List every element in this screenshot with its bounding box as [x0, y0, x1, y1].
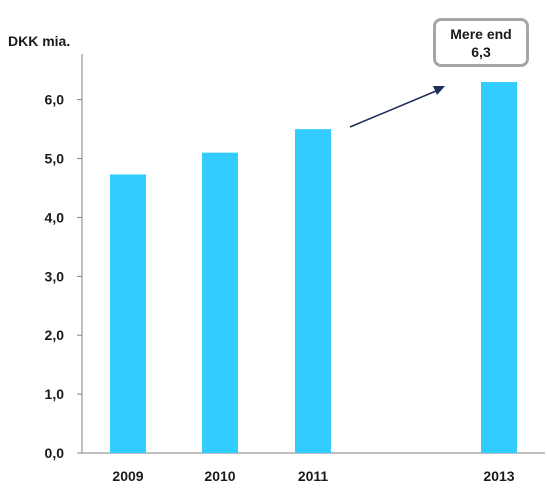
bar-2010 — [202, 152, 238, 453]
x-axis-ticks: 2009 2010 2011 2013 — [112, 468, 514, 484]
callout-box: Mere end 6,3 — [433, 18, 529, 67]
y-tick-label: 1,0 — [45, 386, 65, 402]
y-tick-label: 2,0 — [45, 327, 65, 343]
bars — [110, 82, 517, 453]
x-tick-label: 2013 — [483, 468, 514, 484]
bar-2009 — [110, 174, 146, 453]
x-tick-label: 2010 — [204, 468, 235, 484]
callout-arrow — [349, 86, 445, 128]
y-axis-ticks: 0,0 1,0 2,0 3,0 4,0 5,0 6,0 — [45, 92, 82, 461]
x-tick-label: 2011 — [298, 468, 329, 484]
y-axis-label: DKK mia. — [8, 33, 70, 49]
y-tick-label: 0,0 — [45, 445, 65, 461]
bar-2011 — [295, 129, 331, 453]
y-tick-label: 3,0 — [45, 268, 65, 284]
callout-line-1: Mere end — [450, 25, 512, 42]
x-tick-label: 2009 — [112, 468, 143, 484]
callout-line-2: 6,3 — [471, 43, 491, 60]
bar-2013 — [481, 82, 517, 453]
y-tick-label: 6,0 — [45, 92, 65, 108]
y-tick-label: 4,0 — [45, 209, 65, 225]
y-tick-label: 5,0 — [45, 151, 65, 167]
